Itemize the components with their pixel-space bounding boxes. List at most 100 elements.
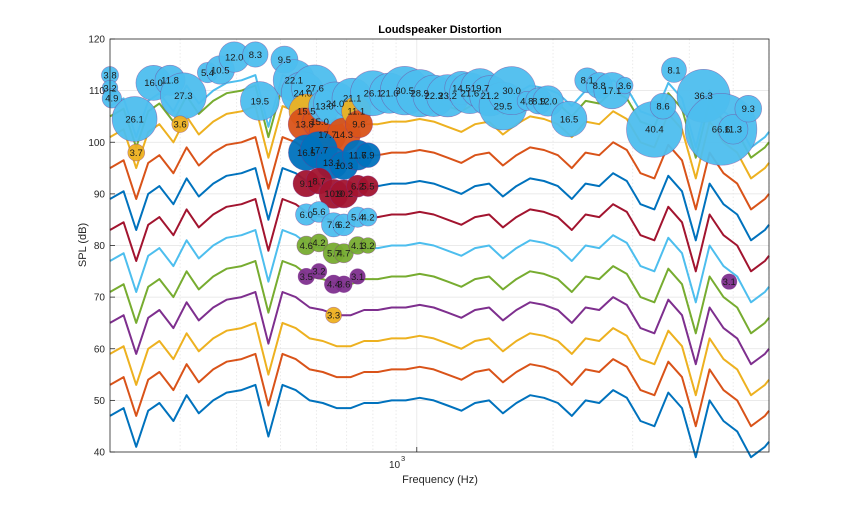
bubble-value-label: 17.7 [310,145,329,156]
bubble-value-label: 27.6 [305,83,324,94]
bubble-value-label: 30.0 [502,86,521,97]
series-line-2 [109,352,770,428]
bubble-value-label: 4.4 [327,280,340,291]
bubble-value-label: 36.3 [694,91,713,102]
distortion-bubble [357,175,379,197]
bubble-value-label: 21.1 [343,94,362,105]
bubble-value-label: 8.6 [656,101,669,112]
bubble-value-label: 13.8 [295,119,314,130]
bubble-value-label: 8.1 [581,76,594,87]
bubble-value-label: 21.6 [461,89,480,100]
y-tick-label: 100 [88,138,105,149]
x-axis-label: Frequency (Hz) [402,474,478,486]
bubble-value-label: 4.7 [337,249,350,260]
distortion-bubble [734,94,763,123]
bubble-value-label: 3.1 [723,277,736,288]
distortion-bubble [335,275,353,293]
bubble-value-label: 14.5 [452,83,471,94]
bubble-value-label: 17.1 [603,86,622,97]
y-tick-label: 40 [94,448,106,459]
bubble-value-label: 40.4 [645,125,664,136]
bubble-value-label: 26.1 [125,114,144,125]
series-line-8 [109,167,770,242]
bubble-value-label: 8.1 [667,65,680,76]
bubble-value-label: 6.2 [337,220,350,231]
bubble-value-label: 13.0 [315,101,334,112]
bubble-value-label: 14.3 [335,130,354,141]
bubble-value-label: 10.3 [335,161,354,172]
y-tick-label: 50 [94,396,106,407]
bubble-value-label: 3.6 [618,81,631,92]
bubble-value-label: 3.3 [327,310,340,321]
distortion-bubble [101,88,122,109]
bubble-value-label: 23.2 [438,91,457,102]
distortion-bubble [325,306,342,324]
bubble-value-label: 15.0 [310,117,329,128]
y-tick-label: 120 [88,35,105,46]
distortion-bubble [358,207,378,227]
distortion-bubble [240,81,280,121]
bubble-value-label: 66.6 [712,125,731,136]
series-line-7 [109,198,770,273]
bubble-value-label: 3.1 [351,272,364,283]
bubble-value-label: 21.2 [481,91,500,102]
distortion-bubble [359,237,377,254]
bubble-value-label: 9.3 [742,104,755,115]
y-tick-label: 90 [94,189,106,200]
bubble-value-label: 11.8 [161,76,179,87]
bubble-value-label: 6.2 [351,181,364,192]
bubble-value-label: 12.0 [225,52,244,63]
bubble-value-label: 5.6 [312,207,325,218]
series-line-6 [109,229,770,304]
series-line-1 [109,383,770,459]
bubble-value-label: 27.3 [174,91,193,102]
series-lines [109,74,770,459]
distortion-bubble [721,273,738,290]
y-tick-label: 70 [94,293,106,304]
bubble-value-label: 15.5 [297,107,316,118]
bubble-value-label: 4.9 [105,94,118,105]
bubble-value-label: 8.3 [249,50,262,61]
bubble-value-label: 5.4 [351,212,364,223]
y-axis-label: SPL (dB) [77,223,89,267]
bubble-value-label: 4.2 [312,238,325,249]
bubble-value-label: 5.5 [361,181,374,192]
distortion-bubble [310,263,328,280]
bubble-value-label: 10.9 [324,189,343,200]
bubble-value-label: 11.1 [347,107,365,118]
bubble-value-label: 6.0 [300,210,313,221]
bubble-value-label: 7.6 [327,220,340,231]
bubble-value-label: 24.0 [326,99,345,110]
distortion-bubble [355,142,381,168]
distortion-bubble [127,143,146,162]
bubble-value-label: 5.4 [201,68,214,79]
distortion-bubbles: 3.83.24.926.13.716.011.827.33.65.410.512… [101,41,763,324]
series-line-5 [109,260,770,335]
bubble-value-label: 8.7 [312,176,325,187]
bubble-value-label: 5.7 [327,249,340,260]
bubble-value-label: 8.9 [532,96,545,107]
y-axis-ticks: 40 50 60 70 80 90 100 110 120 [88,35,115,459]
bubble-value-label: 17.7 [318,130,337,141]
bubble-value-label: 12.0 [539,96,558,107]
series-line-4 [109,291,770,366]
bubble-value-label: 16.5 [560,114,579,125]
distortion-bubble [309,233,329,253]
series-line-3 [109,321,770,397]
bubble-value-label: 29.5 [494,101,513,112]
bubble-value-label: 8.8 [593,81,606,92]
y-tick-label: 80 [94,241,106,252]
bubble-value-label: 3.6 [337,280,350,291]
bubble-value-label: 21.0 [380,89,399,100]
distortion-bubble [111,96,158,142]
bubble-value-label: 4.8 [520,96,533,107]
x-axis-ticks: 10 3 [389,447,418,471]
distortion-bubble [171,115,189,133]
distortion-bubble [349,268,366,285]
bubble-value-label: 7.9 [361,150,374,161]
x-tick-label-exponent: 3 [401,454,405,463]
bubble-value-label: 10.2 [335,189,354,200]
chart-title: Loudspeaker Distortion [378,24,502,36]
x-tick-label-base: 10 [389,460,401,471]
